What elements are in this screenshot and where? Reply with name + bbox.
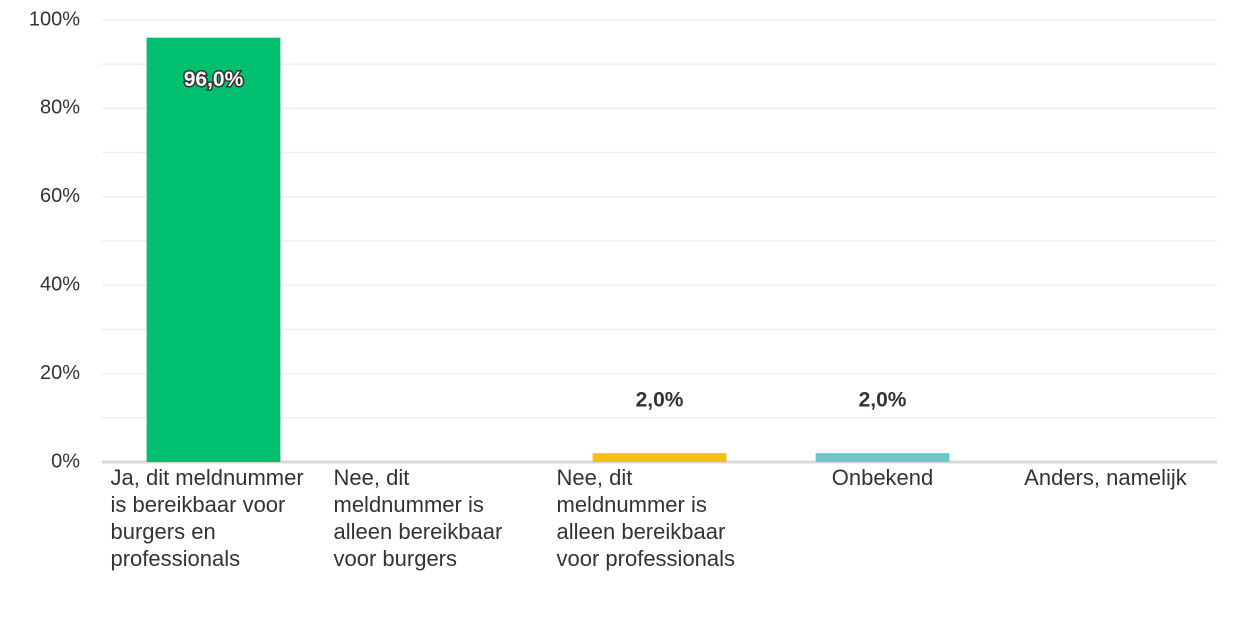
y-tick-label: 100% bbox=[29, 8, 80, 30]
bar bbox=[146, 37, 281, 463]
bar bbox=[592, 453, 727, 462]
y-tick-label: 40% bbox=[40, 273, 80, 295]
y-tick-label: 0% bbox=[51, 450, 80, 472]
y-tick-label: 20% bbox=[40, 362, 80, 384]
x-tick-label: Nee, dit meldnummer is alleen bereikbaar… bbox=[333, 465, 503, 571]
x-tick-label: Onbekend bbox=[831, 465, 934, 490]
x-tick-label: Nee, dit meldnummer is alleen bereikbaar… bbox=[556, 465, 736, 571]
bar bbox=[815, 453, 950, 462]
y-tick-label: 60% bbox=[40, 185, 80, 207]
data-label: 2,0% bbox=[859, 389, 907, 412]
data-label: 96,0% bbox=[184, 68, 244, 91]
x-tick-label: Anders, namelijk bbox=[1024, 465, 1187, 490]
y-tick-label: 80% bbox=[40, 97, 80, 119]
x-tick-label: Ja, dit meldnummer is bereikbaar voor bu… bbox=[110, 465, 304, 571]
data-label: 2,0% bbox=[636, 389, 684, 412]
